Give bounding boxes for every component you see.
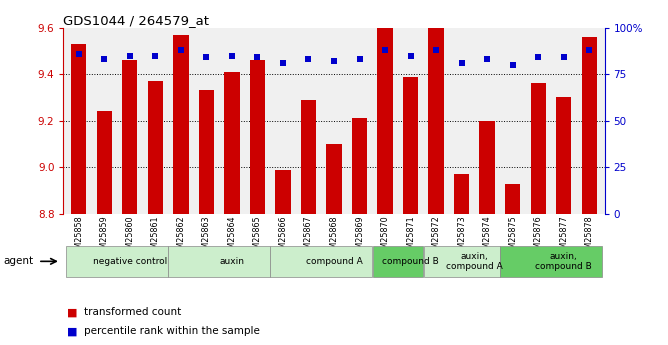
Point [150, 53, 161, 58]
Point [379, 47, 390, 53]
Point [252, 55, 263, 60]
Bar [505, 184, 520, 214]
Bar [352, 118, 367, 214]
Point [124, 53, 135, 58]
Bar [173, 34, 188, 214]
Bar [97, 111, 112, 214]
Bar [275, 170, 291, 214]
Bar [271, 246, 372, 277]
Bar [556, 97, 571, 214]
Text: transformed count: transformed count [84, 307, 181, 317]
Text: GDS1044 / 264579_at: GDS1044 / 264579_at [63, 14, 210, 27]
Point [201, 55, 212, 60]
Point [354, 57, 365, 62]
Text: compound B: compound B [382, 257, 439, 266]
Text: auxin,
compound B: auxin, compound B [535, 252, 592, 271]
Point [226, 53, 237, 58]
Bar [327, 144, 341, 214]
Bar [500, 246, 602, 277]
Bar [148, 81, 163, 214]
Bar [428, 28, 444, 214]
Bar [480, 121, 495, 214]
Text: auxin,
compound A: auxin, compound A [446, 252, 503, 271]
Point [176, 47, 186, 53]
Point [533, 55, 544, 60]
Point [303, 57, 314, 62]
Point [329, 58, 339, 64]
Bar [530, 83, 546, 214]
Bar [71, 44, 86, 214]
Point [558, 55, 569, 60]
Point [431, 47, 442, 53]
Text: auxin: auxin [219, 257, 244, 266]
Bar [301, 100, 316, 214]
Bar [250, 60, 265, 214]
Text: ■: ■ [67, 307, 77, 317]
Point [278, 60, 289, 66]
Bar [224, 72, 240, 214]
Bar [424, 246, 500, 277]
Bar [168, 246, 270, 277]
Text: negative control: negative control [93, 257, 167, 266]
Bar [454, 174, 469, 214]
Text: agent: agent [3, 256, 33, 266]
Point [99, 57, 110, 62]
Text: percentile rank within the sample: percentile rank within the sample [84, 326, 259, 336]
Point [507, 62, 518, 68]
Bar [582, 37, 597, 214]
Point [405, 53, 416, 58]
Bar [373, 246, 423, 277]
Point [456, 60, 467, 66]
Bar [199, 90, 214, 214]
Bar [122, 60, 138, 214]
Point [73, 51, 84, 57]
Bar [66, 246, 168, 277]
Bar [403, 77, 418, 214]
Point [584, 47, 595, 53]
Text: compound A: compound A [306, 257, 362, 266]
Bar [377, 28, 393, 214]
Text: ■: ■ [67, 326, 77, 336]
Point [482, 57, 492, 62]
